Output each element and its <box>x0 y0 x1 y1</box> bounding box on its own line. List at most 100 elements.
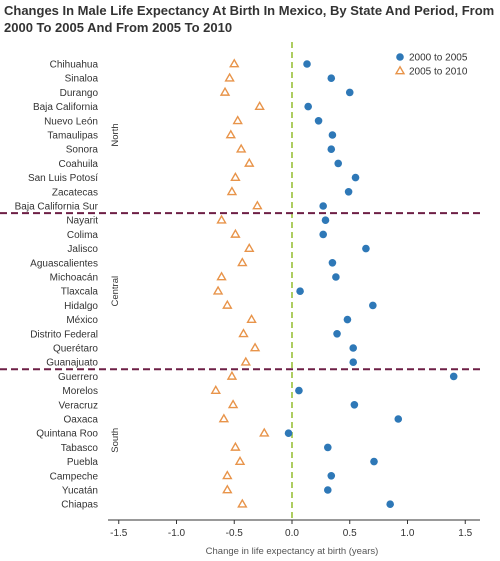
state-label: Tabasco <box>61 443 99 454</box>
point-2005-2010 <box>240 356 252 366</box>
point-2000-2005 <box>351 173 360 182</box>
state-label: México <box>66 315 98 326</box>
point-2005-2010 <box>225 129 236 139</box>
state-label: Oaxaca <box>64 415 99 426</box>
point-2005-2010 <box>218 413 230 423</box>
point-2000-2005 <box>362 244 370 253</box>
point-2005-2010 <box>216 271 227 281</box>
state-label: Guerrero <box>58 372 98 383</box>
point-2005-2010 <box>259 427 270 437</box>
region-label-north: North <box>110 123 121 146</box>
point-2005-2010 <box>237 498 248 508</box>
point-2005-2010 <box>222 484 233 494</box>
state-label: Baja California <box>33 102 98 113</box>
point-2000-2005 <box>324 443 332 452</box>
chart-title: Changes In Male Life Expectancy At Birth… <box>4 3 495 35</box>
point-2005-2010 <box>237 257 248 267</box>
x-tick-label: 0.0 <box>285 528 299 539</box>
point-2000-2005 <box>296 287 304 296</box>
point-2000-2005 <box>344 188 353 196</box>
state-label: Jalisco <box>67 244 98 255</box>
state-label: Puebla <box>67 457 99 468</box>
state-label: Querétaro <box>53 344 98 355</box>
x-tick-label: 1.5 <box>458 528 472 539</box>
point-2000-2005 <box>332 273 340 281</box>
point-2005-2010 <box>224 72 235 82</box>
point-2005-2010 <box>254 100 265 111</box>
point-2000-2005 <box>334 159 343 168</box>
point-2000-2005 <box>345 88 354 97</box>
point-2005-2010 <box>232 115 243 125</box>
point-2005-2010 <box>246 313 257 324</box>
state-label: Guanajuato <box>46 358 98 369</box>
point-2005-2010 <box>222 299 233 309</box>
point-2005-2010 <box>210 384 221 395</box>
point-2005-2010 <box>230 441 241 451</box>
state-label: Distrito Federal <box>30 329 98 340</box>
point-2005-2010 <box>216 214 227 224</box>
point-2000-2005 <box>321 216 330 224</box>
point-2000-2005 <box>349 344 358 352</box>
legend-marker-2005-2010 <box>394 65 406 75</box>
state-label: Zacatecas <box>52 187 98 198</box>
point-2005-2010 <box>227 399 239 409</box>
region-label-south: South <box>110 428 121 453</box>
state-label: San Luis Potosí <box>28 173 98 184</box>
point-2000-2005 <box>394 415 403 423</box>
point-2005-2010 <box>238 328 249 338</box>
point-2000-2005 <box>319 230 327 239</box>
point-2005-2010 <box>244 242 255 253</box>
state-label: Hidalgo <box>64 301 98 312</box>
state-label: Morelos <box>62 386 98 397</box>
state-label: Chiapas <box>61 500 98 511</box>
point-2005-2010 <box>249 342 261 352</box>
point-2000-2005 <box>386 500 394 509</box>
state-label: Sonora <box>66 145 99 156</box>
point-2000-2005 <box>324 486 332 494</box>
legend-label: 2000 to 2005 <box>409 53 468 64</box>
state-label: Nayarit <box>66 216 98 227</box>
point-2005-2010 <box>219 86 231 96</box>
legend-marker-2000-2005 <box>396 53 404 61</box>
state-label: Sinaloa <box>65 74 99 85</box>
state-label: Chihuahua <box>50 60 99 71</box>
point-2000-2005 <box>328 259 337 267</box>
state-label: Tamaulipas <box>47 131 98 142</box>
point-2005-2010 <box>229 58 240 68</box>
x-tick-label: -1.5 <box>110 528 128 539</box>
x-tick-label: 0.5 <box>343 528 357 539</box>
state-label: Quintana Roo <box>36 429 98 440</box>
point-2000-2005 <box>369 301 377 310</box>
point-2000-2005 <box>350 401 359 409</box>
region-label-central: Central <box>110 276 121 307</box>
point-2000-2005 <box>349 358 358 367</box>
point-2005-2010 <box>226 186 238 196</box>
state-label: Aguascalientes <box>30 258 98 269</box>
point-2005-2010 <box>244 157 255 167</box>
point-2000-2005 <box>295 386 303 395</box>
point-2005-2010 <box>230 171 241 182</box>
point-2000-2005 <box>333 330 341 338</box>
point-2005-2010 <box>234 455 246 466</box>
point-2005-2010 <box>212 285 224 295</box>
point-2000-2005 <box>328 131 337 139</box>
state-label: Durango <box>60 88 99 99</box>
state-label: Michoacán <box>50 273 98 284</box>
point-2005-2010 <box>252 200 263 210</box>
point-2000-2005 <box>327 74 336 82</box>
state-label: Campeche <box>50 471 99 482</box>
x-tick-label: -1.0 <box>168 528 186 539</box>
state-label: Veracruz <box>59 400 98 411</box>
point-2005-2010 <box>226 370 238 380</box>
point-2000-2005 <box>449 372 458 381</box>
x-axis-title: Change in life expectancy at birth (year… <box>206 546 379 557</box>
point-2000-2005 <box>370 457 378 466</box>
x-tick-label: 1.0 <box>401 528 415 539</box>
point-2000-2005 <box>304 102 312 111</box>
point-2000-2005 <box>314 117 323 125</box>
state-label: Colima <box>67 230 99 241</box>
legend-label: 2005 to 2010 <box>409 67 468 78</box>
x-tick-label: -0.5 <box>226 528 244 539</box>
point-2005-2010 <box>222 470 233 480</box>
